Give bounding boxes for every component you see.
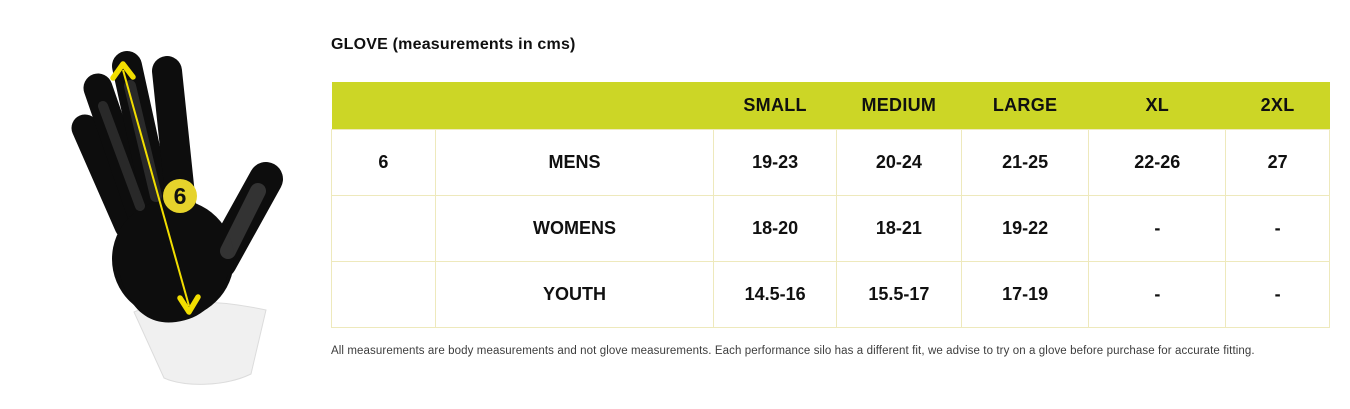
footnote: All measurements are body measurements a… [331,345,1255,357]
value-cell: 18-21 [835,195,962,262]
category-cell: YOUTH [434,261,715,328]
glove-photo: 6 [71,51,283,385]
size-index-cell: 6 [331,129,436,196]
value-cell: - [1225,195,1330,262]
column-header-medium: MEDIUM [836,82,962,130]
table-row-mens: 6 MENS 19-23 20-24 21-25 22-26 27 [331,129,1330,196]
value-cell: 27 [1225,129,1330,196]
column-header-small: SMALL [713,82,837,130]
header-empty-cell [331,82,436,130]
value-cell: 20-24 [835,129,962,196]
category-cell: WOMENS [434,195,715,262]
size-measure-badge: 6 [163,179,197,213]
column-header-large: LARGE [961,82,1089,130]
header-empty-cell [435,82,714,130]
category-cell: MENS [434,129,715,196]
section-title: GLOVE (measurements in cms) [331,36,576,53]
size-table: SMALL MEDIUM LARGE XL 2XL 6 MENS 19-23 2… [331,82,1330,328]
value-cell: - [1088,261,1227,328]
value-cell: 14.5-16 [713,261,837,328]
measurement-arrow-icon [110,61,201,315]
size-index-cell [331,195,436,262]
value-cell: - [1225,261,1330,328]
table-row-womens: WOMENS 18-20 18-21 19-22 - - [331,195,1330,262]
value-cell: 15.5-17 [835,261,962,328]
value-cell: 17-19 [960,261,1090,328]
badge-label: 6 [174,183,187,209]
header-row: SMALL MEDIUM LARGE XL 2XL [331,82,1330,130]
glove-illustration: 6 [48,16,298,391]
value-cell: - [1088,195,1227,262]
column-header-xl: XL [1088,82,1226,130]
glove-palm [112,199,234,323]
value-cell: 19-23 [713,129,837,196]
sizing-content: GLOVE (measurements in cms) SMALL MEDIUM… [331,36,1330,357]
value-cell: 19-22 [960,195,1090,262]
size-index-cell [331,261,436,328]
table-row-youth: YOUTH 14.5-16 15.5-17 17-19 - - [331,261,1330,328]
value-cell: 22-26 [1088,129,1227,196]
column-header-2xl: 2XL [1225,82,1330,130]
value-cell: 21-25 [960,129,1090,196]
value-cell: 18-20 [713,195,837,262]
